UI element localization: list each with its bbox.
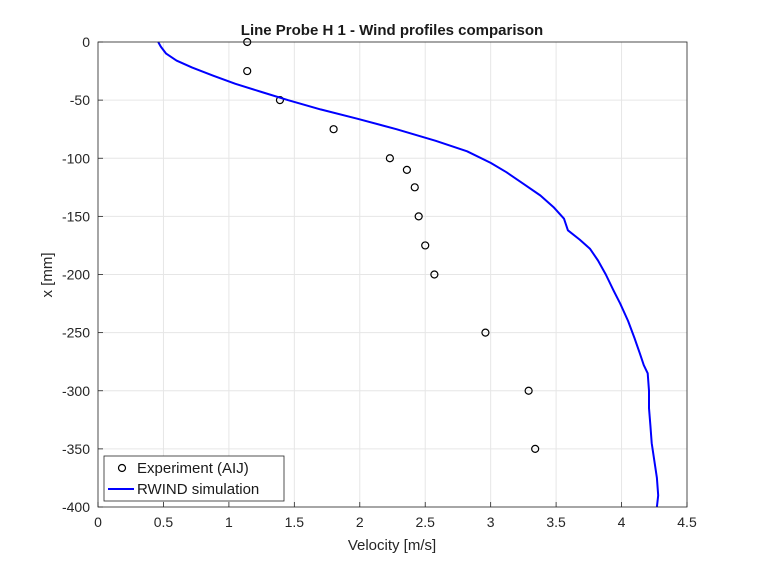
y-tick-label: -150 xyxy=(62,208,90,224)
chart-title: Line Probe H 1 - Wind profiles compariso… xyxy=(241,22,543,39)
experiment-point xyxy=(481,328,490,337)
x-tick-label: 0.5 xyxy=(154,514,174,530)
y-tick-label: -50 xyxy=(70,92,90,108)
experiment-point xyxy=(430,270,439,279)
simulation-line xyxy=(157,41,660,508)
y-tick-label: -400 xyxy=(62,499,90,515)
x-tick-label: 1 xyxy=(225,514,233,530)
x-tick-label: 3.5 xyxy=(546,514,566,530)
experiment-point xyxy=(414,212,423,221)
tick-layer: 0 0.5 1 1.5 2 2.5 3 3.5 4 4.5 0 -50 -100 -150 -200 -250… xyxy=(62,34,697,530)
y-tick-label: -350 xyxy=(62,441,90,457)
y-tick-label: -300 xyxy=(62,383,90,399)
experiment-point xyxy=(410,183,419,192)
y-tick-label: 0 xyxy=(82,34,90,50)
experiment-point xyxy=(421,241,430,250)
experiment-point xyxy=(329,125,338,134)
legend-box xyxy=(103,455,285,502)
experiment-point xyxy=(524,386,533,395)
legend: Experiment (AIJ) RWIND simulation xyxy=(103,455,285,502)
x-tick-label: 2 xyxy=(356,514,364,530)
legend-label-experiment: Experiment (AIJ) xyxy=(137,460,249,477)
experiment-point xyxy=(531,444,540,453)
y-tick-label: -250 xyxy=(62,325,90,341)
x-tick-label: 3 xyxy=(487,514,495,530)
y-axis-label: x [mm] xyxy=(39,253,56,298)
x-tick-label: 4 xyxy=(618,514,626,530)
experiment-point xyxy=(385,154,394,163)
x-tick-label: 4.5 xyxy=(677,514,697,530)
experiment-point xyxy=(243,66,252,76)
experiment-point xyxy=(402,165,411,174)
x-tick-label: 1.5 xyxy=(285,514,305,530)
legend-marker-experiment xyxy=(117,463,127,473)
series-layer xyxy=(157,37,660,508)
x-axis-label: Velocity [m/s] xyxy=(348,537,436,554)
x-tick-label: 0 xyxy=(94,514,102,530)
y-tick-label: -200 xyxy=(62,267,90,283)
legend-label-simulation: RWIND simulation xyxy=(137,481,259,498)
x-tick-label: 2.5 xyxy=(415,514,435,530)
y-tick-label: -100 xyxy=(62,150,90,166)
